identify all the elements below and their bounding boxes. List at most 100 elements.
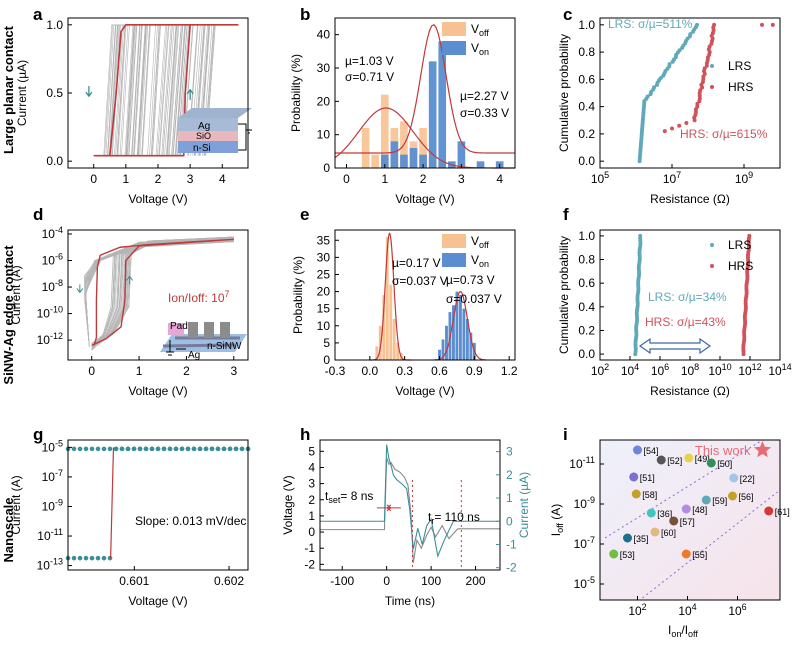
tick-label: 102 [628, 602, 646, 618]
histogram-bar [428, 61, 437, 169]
tick-label: 5 [308, 444, 315, 458]
electrode [220, 322, 230, 338]
data-point [101, 555, 107, 561]
reference-label: [59] [712, 496, 727, 506]
reference-point [728, 491, 737, 501]
tick-label: 107 [663, 170, 681, 186]
reference-point [631, 489, 641, 499]
histogram-bar [419, 128, 427, 168]
annotation: σ=0.33 V [460, 106, 509, 120]
reference-label: [54] [644, 446, 659, 456]
data-point [197, 446, 203, 452]
data-point [119, 446, 125, 452]
hrs-point [770, 22, 775, 27]
tick-label: 30 [317, 61, 331, 75]
electrode [188, 322, 198, 338]
reference-point [669, 516, 679, 526]
annotation: µ=0.17 V [392, 256, 441, 270]
panel-i: [54] [52] [49] [50] [51] [22] [58] [56] [59] [48]… [549, 439, 790, 639]
tick-label: 200 [466, 574, 486, 588]
inset-label: SiO [196, 131, 211, 141]
subscript: off [479, 240, 489, 250]
data-point [107, 446, 113, 452]
subscript: r [431, 516, 434, 526]
tick-label: 0.602 [214, 574, 244, 588]
tick-exponent: -9 [55, 497, 63, 507]
hrs-note: HRS: σ/µ=615% [680, 127, 768, 141]
tick-label: 0.4 [578, 100, 595, 114]
tick-exponent: -12 [50, 331, 63, 341]
tick-label: 1.2 [501, 364, 518, 378]
tr-note: tr= 110 ns [428, 510, 480, 526]
histogram-bar [452, 305, 455, 360]
tick-label: 0.6 [578, 276, 595, 290]
reference-point [706, 458, 716, 468]
tick-label: 10-9 [574, 495, 595, 511]
data-point [227, 446, 233, 452]
slope-note: Slope: 0.013 mV/dec [135, 514, 246, 528]
histogram-bar [469, 332, 473, 360]
histogram-bar [371, 154, 380, 168]
tick-exponent: 8 [694, 362, 699, 372]
hrs-point [662, 129, 667, 134]
tick-exponent: 9 [748, 170, 753, 180]
tick-exponent: 10 [722, 362, 732, 372]
x-axis-label: Ion/Ioff [668, 623, 698, 639]
histogram-bar [389, 284, 393, 360]
histogram-bar [385, 236, 389, 360]
tick-exponent: -7 [55, 468, 63, 478]
tick-label: 2 [420, 172, 427, 186]
tick-label: 102 [591, 362, 609, 378]
tick-label: 25 [317, 267, 331, 281]
y-axis-label: Cumulative probability [557, 34, 571, 152]
data-point [137, 446, 143, 452]
data-point [215, 446, 221, 452]
tick-label: 1014 [768, 362, 791, 378]
tick-label: 10-11 [37, 527, 63, 543]
hrs-point [684, 121, 689, 125]
tick-label: 4 [496, 172, 503, 186]
tick-label: 10-13 [37, 557, 63, 573]
panel-c: LRS: σ/µ=511% HRS: σ/µ=615% LRS HRS 105 107 10… [557, 17, 781, 206]
pad-rect [168, 323, 184, 335]
tick-exponent: -9 [587, 495, 595, 505]
row-label-1: Large planar contact [1, 25, 16, 154]
tick-exponent: 4 [692, 602, 697, 612]
y2-tick-label: -2 [506, 561, 517, 575]
cycle-curve [84, 237, 234, 349]
legend-swatch [442, 253, 466, 267]
this-work-star-icon [753, 441, 772, 458]
reference-point [646, 508, 656, 518]
tick-label: 1.0 [578, 18, 595, 32]
data-point [221, 446, 227, 452]
data-point [113, 446, 119, 452]
label-rest: = 110 ns [434, 510, 479, 524]
stack-nsi [178, 141, 238, 153]
down-arrow-icon [76, 284, 84, 294]
annotation: σ=0.037 V [392, 274, 448, 288]
histogram-bar [361, 128, 370, 168]
histogram-bar [419, 154, 427, 168]
tick-label: 0 [90, 172, 97, 186]
inset-label: Pad [170, 321, 188, 332]
legend-label: LRS [728, 238, 751, 252]
legend-marker [710, 85, 714, 89]
legend-swatch [442, 234, 466, 248]
tick-label: 0.0 [361, 364, 378, 378]
stack-ag [178, 118, 238, 131]
legend-marker [710, 243, 714, 247]
data-point [71, 555, 77, 561]
tick-label: 20 [317, 94, 331, 108]
lrs-note: LRS: σ/µ=34% [648, 290, 727, 304]
data-point [167, 446, 173, 452]
tick-label: 15 [317, 302, 331, 316]
histogram-bar [438, 41, 447, 169]
data-point [89, 446, 95, 452]
legend-label: Voff [471, 234, 489, 250]
tick-label: 0.9 [466, 364, 483, 378]
tick-exponent: 7 [676, 170, 681, 180]
highlight-label: This work [695, 443, 751, 458]
histogram-bar [458, 295, 462, 360]
data-point [95, 446, 101, 452]
y2-tick-label: 0 [506, 514, 513, 528]
